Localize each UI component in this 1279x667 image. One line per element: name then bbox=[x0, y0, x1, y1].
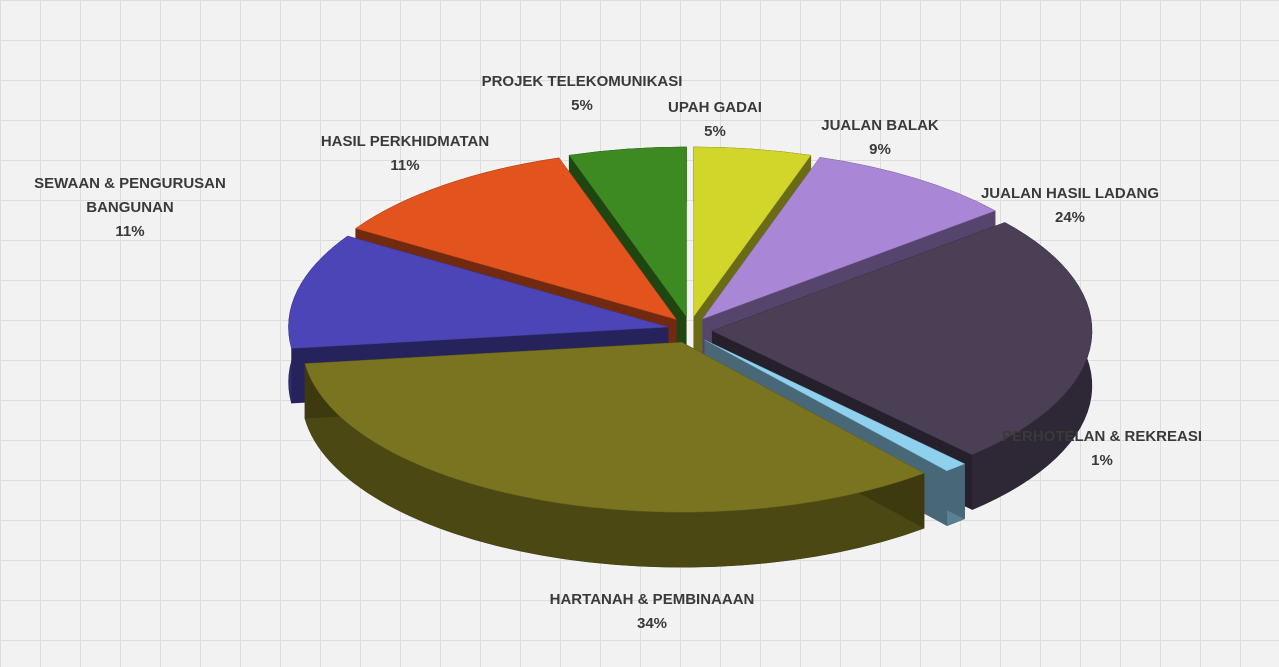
slice-label: SEWAAN & PENGURUSAN BANGUNAN 11% bbox=[0, 172, 265, 244]
value-label: 11% bbox=[115, 223, 145, 240]
value-label: 5% bbox=[571, 97, 593, 114]
category-name: PROJEK TELEKOMUNIKASI bbox=[481, 73, 683, 90]
value-label: 5% bbox=[704, 123, 726, 140]
category-name: UPAH GADAI bbox=[668, 99, 762, 116]
slice bbox=[304, 342, 925, 513]
category-name: JUALAN BALAK bbox=[821, 117, 939, 134]
slice bbox=[568, 146, 687, 318]
value-label: 9% bbox=[869, 141, 891, 158]
slice bbox=[704, 339, 966, 472]
slice-label: JUALAN HASIL LADANG 24% bbox=[950, 182, 1190, 230]
slice-label: HASIL PERKHIDMATAN 11% bbox=[290, 130, 520, 178]
category-name: HASIL PERKHIDMATAN bbox=[320, 133, 490, 150]
value-label: 1% bbox=[1091, 452, 1113, 469]
value-label: 34% bbox=[636, 615, 668, 632]
slice-label: JUALAN BALAK 9% bbox=[800, 114, 960, 162]
slice bbox=[701, 157, 996, 320]
category-name: SEWAAN & PENGURUSAN BANGUNAN bbox=[34, 175, 226, 216]
slice-label: PERHOTELAN & REKREASI 1% bbox=[972, 425, 1232, 473]
slice-label: PROJEK TELEKOMUNIKASI 5% bbox=[452, 70, 712, 118]
category-name: JUALAN HASIL LADANG bbox=[980, 185, 1160, 202]
slice-tops bbox=[288, 146, 1093, 513]
value-label: 11% bbox=[390, 157, 420, 174]
category-name: PERHOTELAN & REKREASI bbox=[1001, 428, 1203, 445]
category-name: HARTANAH & PEMBINAAAN bbox=[549, 591, 755, 608]
slice-label: HARTANAH & PEMBINAAAN 34% bbox=[502, 588, 802, 636]
slice bbox=[355, 157, 678, 321]
value-label: 24% bbox=[1054, 209, 1086, 226]
slice bbox=[693, 146, 812, 318]
slice bbox=[711, 222, 1093, 456]
slice bbox=[288, 235, 669, 349]
slice-label: UPAH GADAI 5% bbox=[635, 96, 795, 144]
